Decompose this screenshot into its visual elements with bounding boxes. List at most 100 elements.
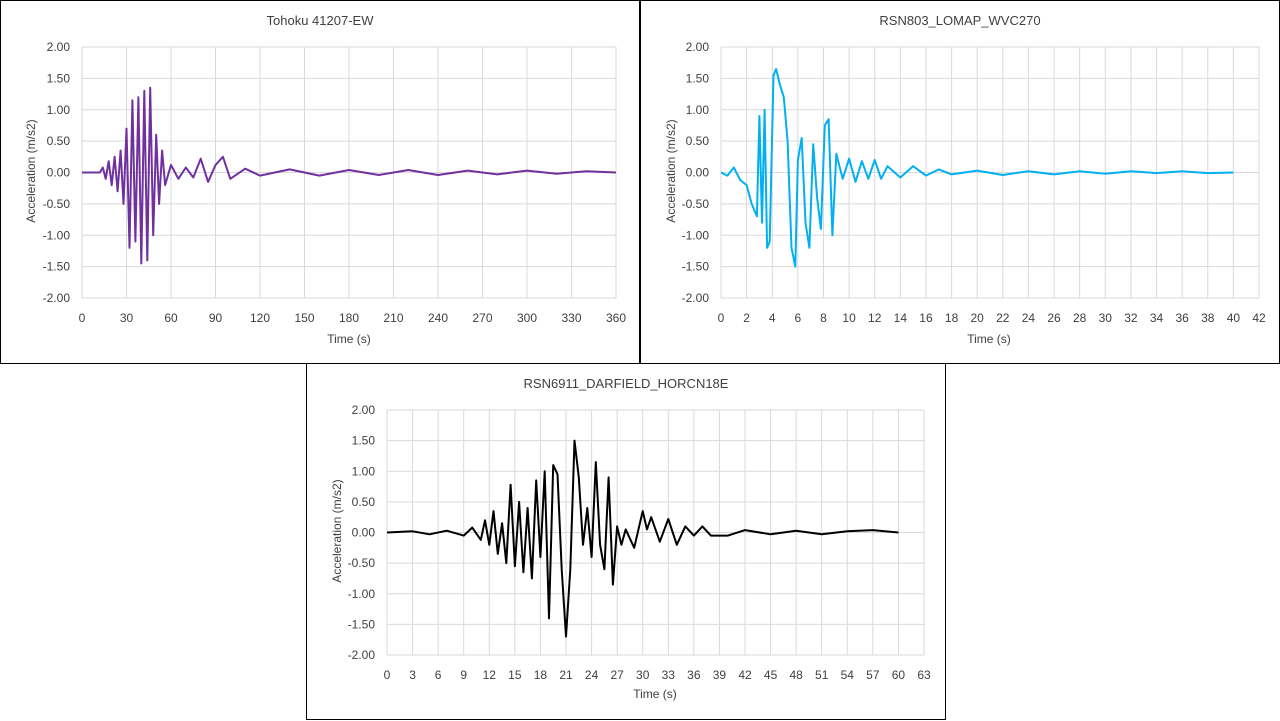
x-tick-label: 40 (1227, 311, 1241, 325)
x-tick-label: 30 (636, 668, 650, 682)
x-tick-label: 33 (662, 668, 676, 682)
y-tick-label: -1.00 (682, 228, 710, 242)
x-tick-label: 8 (820, 311, 827, 325)
x-tick-label: 39 (713, 668, 727, 682)
x-tick-label: 360 (606, 311, 626, 325)
chart-plot-area: 0 2 4 6 8 10 12 14 16 18 20 22 24 26 28 30 32 34 36 38 40 422… (682, 40, 1266, 325)
y-tick-label: -1.00 (43, 228, 71, 242)
x-tick-label: 12 (483, 668, 497, 682)
x-tick-label: 18 (945, 311, 959, 325)
y-tick-label: 0.50 (47, 134, 71, 148)
x-tick-label: 63 (917, 668, 931, 682)
x-tick-label: 34 (1150, 311, 1164, 325)
x-tick-label: 3 (409, 668, 416, 682)
x-axis-title: Time (s) (327, 332, 371, 346)
x-axis-title: Time (s) (967, 332, 1011, 346)
chart-plot-area: 0 30 60 90 120 150 180 210 240 270 300 330 360 2.00 1.… (43, 40, 627, 325)
chart-plot-area: 0 3 6 9 12 15 18 21 24 27 30 33 36 39 42 45 48 51 54 57 60 63… (348, 403, 931, 682)
x-tick-label: 24 (585, 668, 599, 682)
y-tick-label: -1.50 (682, 260, 710, 274)
x-tick-label: 15 (508, 668, 522, 682)
x-tick-label: 16 (919, 311, 933, 325)
y-tick-label: 1.50 (352, 434, 376, 448)
x-tick-label: 120 (250, 311, 270, 325)
x-axis-title: Time (s) (633, 687, 677, 701)
x-tick-label: 60 (892, 668, 906, 682)
x-tick-label: 21 (559, 668, 573, 682)
y-tick-label: -0.50 (682, 197, 710, 211)
x-tick-label: 45 (764, 668, 778, 682)
y-tick-label: 2.00 (686, 40, 710, 54)
y-tick-label: -2.00 (43, 291, 71, 305)
x-tick-label: 0 (718, 311, 725, 325)
x-tick-label: 18 (534, 668, 548, 682)
x-tick-label: 27 (610, 668, 624, 682)
x-tick-label: 48 (789, 668, 803, 682)
y-tick-label: 2.00 (47, 40, 71, 54)
y-tick-label: -2.00 (348, 648, 376, 662)
x-tick-label: 14 (894, 311, 908, 325)
x-tick-label: 6 (795, 311, 802, 325)
x-tick-label: 30 (120, 311, 134, 325)
x-tick-label: 4 (769, 311, 776, 325)
y-axis-title: Acceleration (m/s2) (24, 119, 38, 223)
x-tick-label: 240 (428, 311, 448, 325)
y-tick-label: 1.50 (47, 71, 71, 85)
y-tick-label: 1.50 (686, 71, 710, 85)
x-tick-label: 210 (383, 311, 403, 325)
y-tick-label: 1.00 (352, 464, 376, 478)
chart-panel-darfield: 0 3 6 9 12 15 18 21 24 27 30 33 36 39 42 45 48 51 54 57 60 63… (306, 363, 946, 720)
chart-title: Tohoku 41207-EW (266, 13, 374, 28)
x-tick-label: 330 (561, 311, 581, 325)
x-tick-label: 300 (517, 311, 537, 325)
y-tick-label: 1.00 (47, 103, 71, 117)
y-tick-label: -1.00 (348, 587, 376, 601)
chart-panel-tohoku: 0 30 60 90 120 150 180 210 240 270 300 330 360 2.00 1.… (0, 0, 640, 364)
x-tick-label: 12 (868, 311, 882, 325)
x-tick-label: 2 (743, 311, 750, 325)
x-tick-label: 36 (1175, 311, 1189, 325)
chart-title: RSN6911_DARFIELD_HORCN18E (523, 376, 729, 391)
x-tick-label: 0 (384, 668, 391, 682)
x-tick-label: 28 (1073, 311, 1087, 325)
x-tick-label: 6 (435, 668, 442, 682)
x-tick-label: 36 (687, 668, 701, 682)
x-tick-label: 9 (460, 668, 467, 682)
x-tick-label: 57 (866, 668, 880, 682)
x-tick-label: 32 (1124, 311, 1138, 325)
y-tick-label: -0.50 (348, 556, 376, 570)
y-tick-label: -1.50 (348, 617, 376, 631)
y-tick-label: 1.00 (686, 103, 710, 117)
x-tick-label: 51 (815, 668, 829, 682)
x-tick-label: 22 (996, 311, 1010, 325)
x-tick-label: 24 (1022, 311, 1036, 325)
x-tick-label: 42 (738, 668, 752, 682)
x-tick-label: 10 (842, 311, 856, 325)
y-tick-label: -0.50 (43, 197, 71, 211)
x-tick-label: 42 (1252, 311, 1266, 325)
y-tick-label: 0.00 (686, 166, 710, 180)
chart-title: RSN803_LOMAP_WVC270 (879, 13, 1041, 28)
x-tick-label: 0 (79, 311, 86, 325)
x-tick-label: 20 (971, 311, 985, 325)
chart-panel-lomap: 0 2 4 6 8 10 12 14 16 18 20 22 24 26 28 30 32 34 36 38 40 42 2… (640, 0, 1280, 364)
x-tick-label: 180 (339, 311, 359, 325)
y-tick-label: 2.00 (352, 403, 376, 417)
x-tick-label: 30 (1099, 311, 1113, 325)
series-line (720, 68, 1234, 268)
y-tick-label: 0.00 (352, 526, 376, 540)
y-tick-label: 0.50 (686, 134, 710, 148)
x-tick-label: 60 (164, 311, 178, 325)
x-tick-label: 54 (841, 668, 855, 682)
x-tick-label: 26 (1047, 311, 1061, 325)
series-line (386, 439, 899, 638)
y-tick-label: 0.50 (352, 495, 376, 509)
y-tick-label: 0.00 (47, 166, 71, 180)
x-tick-label: 38 (1201, 311, 1215, 325)
y-axis-title: Acceleration (m/s2) (330, 479, 344, 583)
y-axis-title: Acceleration (m/s2) (664, 119, 678, 223)
y-tick-label: -2.00 (682, 291, 710, 305)
x-tick-label: 270 (472, 311, 492, 325)
x-tick-label: 90 (209, 311, 223, 325)
series-line (82, 86, 617, 265)
